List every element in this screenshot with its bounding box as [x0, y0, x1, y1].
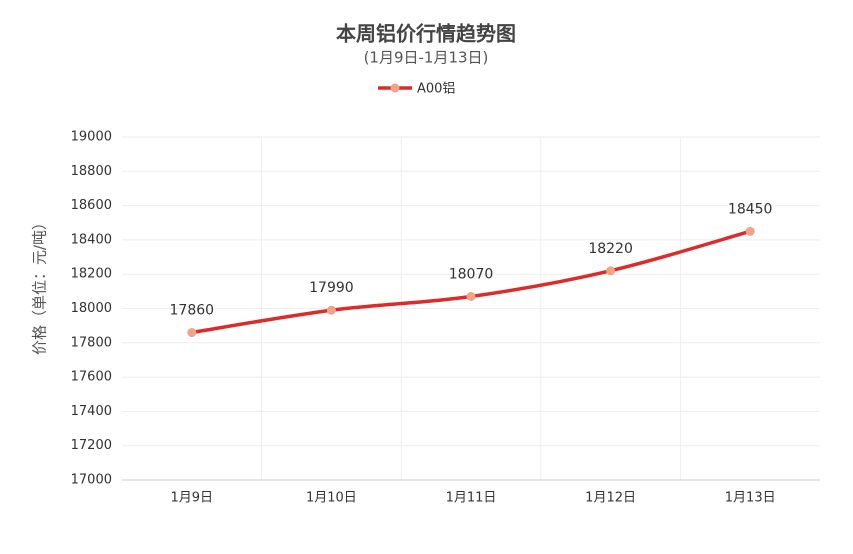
legend-label: A00铝 — [417, 82, 455, 97]
x-tick-label: 1月10日 — [306, 491, 357, 506]
chart-subtitle: (1月9日-1月13日) — [364, 49, 489, 67]
y-tick-label: 17600 — [71, 370, 112, 385]
y-tick-label: 18200 — [71, 267, 112, 282]
data-label: 17990 — [309, 280, 354, 296]
chart-title: 本周铝价行情趋势图 — [336, 22, 516, 46]
point — [466, 291, 476, 301]
point — [326, 305, 336, 315]
point — [745, 226, 755, 236]
data-label: 18070 — [449, 266, 494, 282]
y-tick-label: 18800 — [71, 164, 112, 179]
y-tick-label: 17800 — [71, 335, 112, 350]
y-tick-label: 18000 — [71, 301, 112, 316]
y-tick-label: 19000 — [71, 130, 112, 145]
data-label: 18450 — [728, 201, 773, 217]
y-tick-label: 17400 — [71, 404, 112, 419]
y-axis-label: 价格（单位：元/吨） — [31, 215, 49, 355]
legend-marker — [390, 83, 400, 93]
x-tick-label: 1月13日 — [725, 491, 776, 506]
x-tick-label: 1月11日 — [446, 491, 497, 506]
x-tick-label: 1月12日 — [585, 491, 636, 506]
x-tick-label: 1月9日 — [171, 491, 214, 506]
y-tick-label: 17200 — [71, 438, 112, 453]
y-tick-label: 18600 — [71, 198, 112, 213]
point — [187, 328, 197, 338]
y-tick-label: 17000 — [71, 473, 112, 488]
data-label: 17860 — [170, 303, 215, 319]
point — [606, 266, 616, 276]
data-label: 18220 — [588, 241, 633, 257]
y-tick-label: 18400 — [71, 232, 112, 247]
